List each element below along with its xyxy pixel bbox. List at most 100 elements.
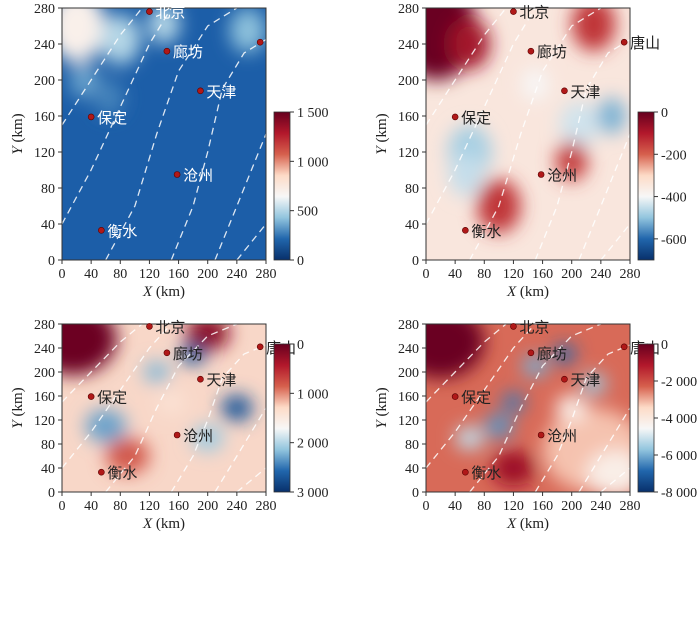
heatmap-cell [491,450,536,486]
y-tick-label: 0 [48,486,55,501]
y-axis-label: Y (km) [10,113,26,154]
colorbar-tick-label: -600 [661,233,687,248]
city-marker [173,431,181,439]
heatmap-cell [99,14,141,65]
city-marker [462,468,469,476]
city-marker [527,349,535,357]
city-label: 衡水 [107,222,137,240]
y-tick-label: 240 [34,342,55,357]
y-tick-label: 200 [34,366,55,381]
colorbar [637,343,655,493]
city-marker [256,38,264,46]
x-tick-label: 240 [226,267,247,282]
x-tick-label: 280 [256,267,277,282]
x-tick-label: 120 [139,267,160,282]
y-tick-label: 240 [398,342,419,357]
heatmap-cell [522,68,549,101]
x-tick-label: 160 [168,499,189,514]
y-tick-label: 160 [398,110,419,125]
fault-line [170,344,266,492]
heatmap-cell [501,392,526,412]
heatmap-field [426,324,630,492]
city-label: 廊坊 [537,43,567,61]
heatmap-cell [105,438,150,474]
y-tick-label: 40 [405,462,419,477]
city-label: 保定 [97,389,127,407]
y-tick-label: 80 [405,438,419,453]
plot-frame [425,7,631,261]
city-label: 沧州 [547,167,577,185]
plot-frame [61,7,267,261]
heatmap-cell [62,8,106,62]
city-marker [87,113,95,121]
colorbar-tick-label: 1 000 [297,155,329,170]
fault-line [578,133,630,260]
city-marker [163,349,171,357]
x-tick-label: 200 [197,267,218,282]
fault-line [534,344,630,492]
fault-line [236,467,266,492]
city-label: 沧州 [183,427,213,445]
x-tick-label: 200 [561,267,582,282]
x-tick-label: 280 [620,267,641,282]
y-tick-label: 200 [34,74,55,89]
city-marker [510,323,517,330]
fault-line [534,38,630,260]
city-marker [527,47,535,55]
city-label: 衡水 [471,222,501,240]
heatmap-cell [62,324,117,375]
city-label: 天津 [570,83,600,101]
chart-top-right: 0 40 80 120 160 200 240 280 0 40 80 120 160 200 240 280… [374,2,687,300]
heatmap-field [62,8,266,260]
heatmap-cell [455,426,485,450]
y-tick-label: 240 [398,38,419,53]
heatmap-cell [555,394,588,422]
y-axis-label: Y (km) [374,387,390,428]
chart-bottom-left: 0 40 80 120 160 200 240 280 0 40 80 120 160 200 240 280… [10,318,329,532]
fault-line [62,8,143,126]
y-tick-label: 0 [48,254,55,269]
colorbar-tick-label: 0 [297,254,304,269]
city-label: 沧州 [183,167,213,185]
city-marker [146,323,153,330]
colorbar-tick-label: 2 000 [297,437,329,452]
plot-frame [61,323,267,493]
fault-line [105,8,238,260]
city-label: 保定 [461,389,491,407]
heatmap-cell [191,424,224,452]
plot-frame [425,323,631,493]
x-tick-label: 240 [590,267,611,282]
x-tick-label: 80 [113,499,127,514]
y-tick-label: 40 [41,462,55,477]
fault-line [469,8,602,260]
x-tick-label: 0 [423,267,430,282]
city-marker [256,343,264,351]
x-tick-label: 120 [503,499,524,514]
city-marker [98,227,105,234]
fault-line [236,223,266,260]
fault-line [469,324,602,492]
heatmap-cell [229,8,266,53]
heatmap-cell [94,80,124,116]
city-marker [451,113,459,121]
colorbar-tick-label: 500 [297,205,318,220]
city-marker [561,375,568,383]
x-tick-label: 40 [448,499,462,514]
fault-line [426,8,507,126]
colorbar [637,111,655,261]
heatmap-cell [597,98,627,134]
y-tick-label: 160 [398,390,419,405]
city-label: 唐山 [630,34,660,52]
y-tick-label: 280 [34,2,55,17]
city-marker [197,87,204,95]
heatmap-cell [522,355,549,377]
city-label: 廊坊 [173,345,203,363]
heatmap-cell [448,152,484,197]
heatmap-cell [147,8,181,44]
x-tick-label: 0 [59,267,66,282]
x-axis-label: X (km) [506,284,549,300]
fault-line [600,223,630,260]
x-axis-label: X (km) [506,516,549,532]
fault-line [426,324,536,469]
city-label: 衡水 [471,464,501,482]
